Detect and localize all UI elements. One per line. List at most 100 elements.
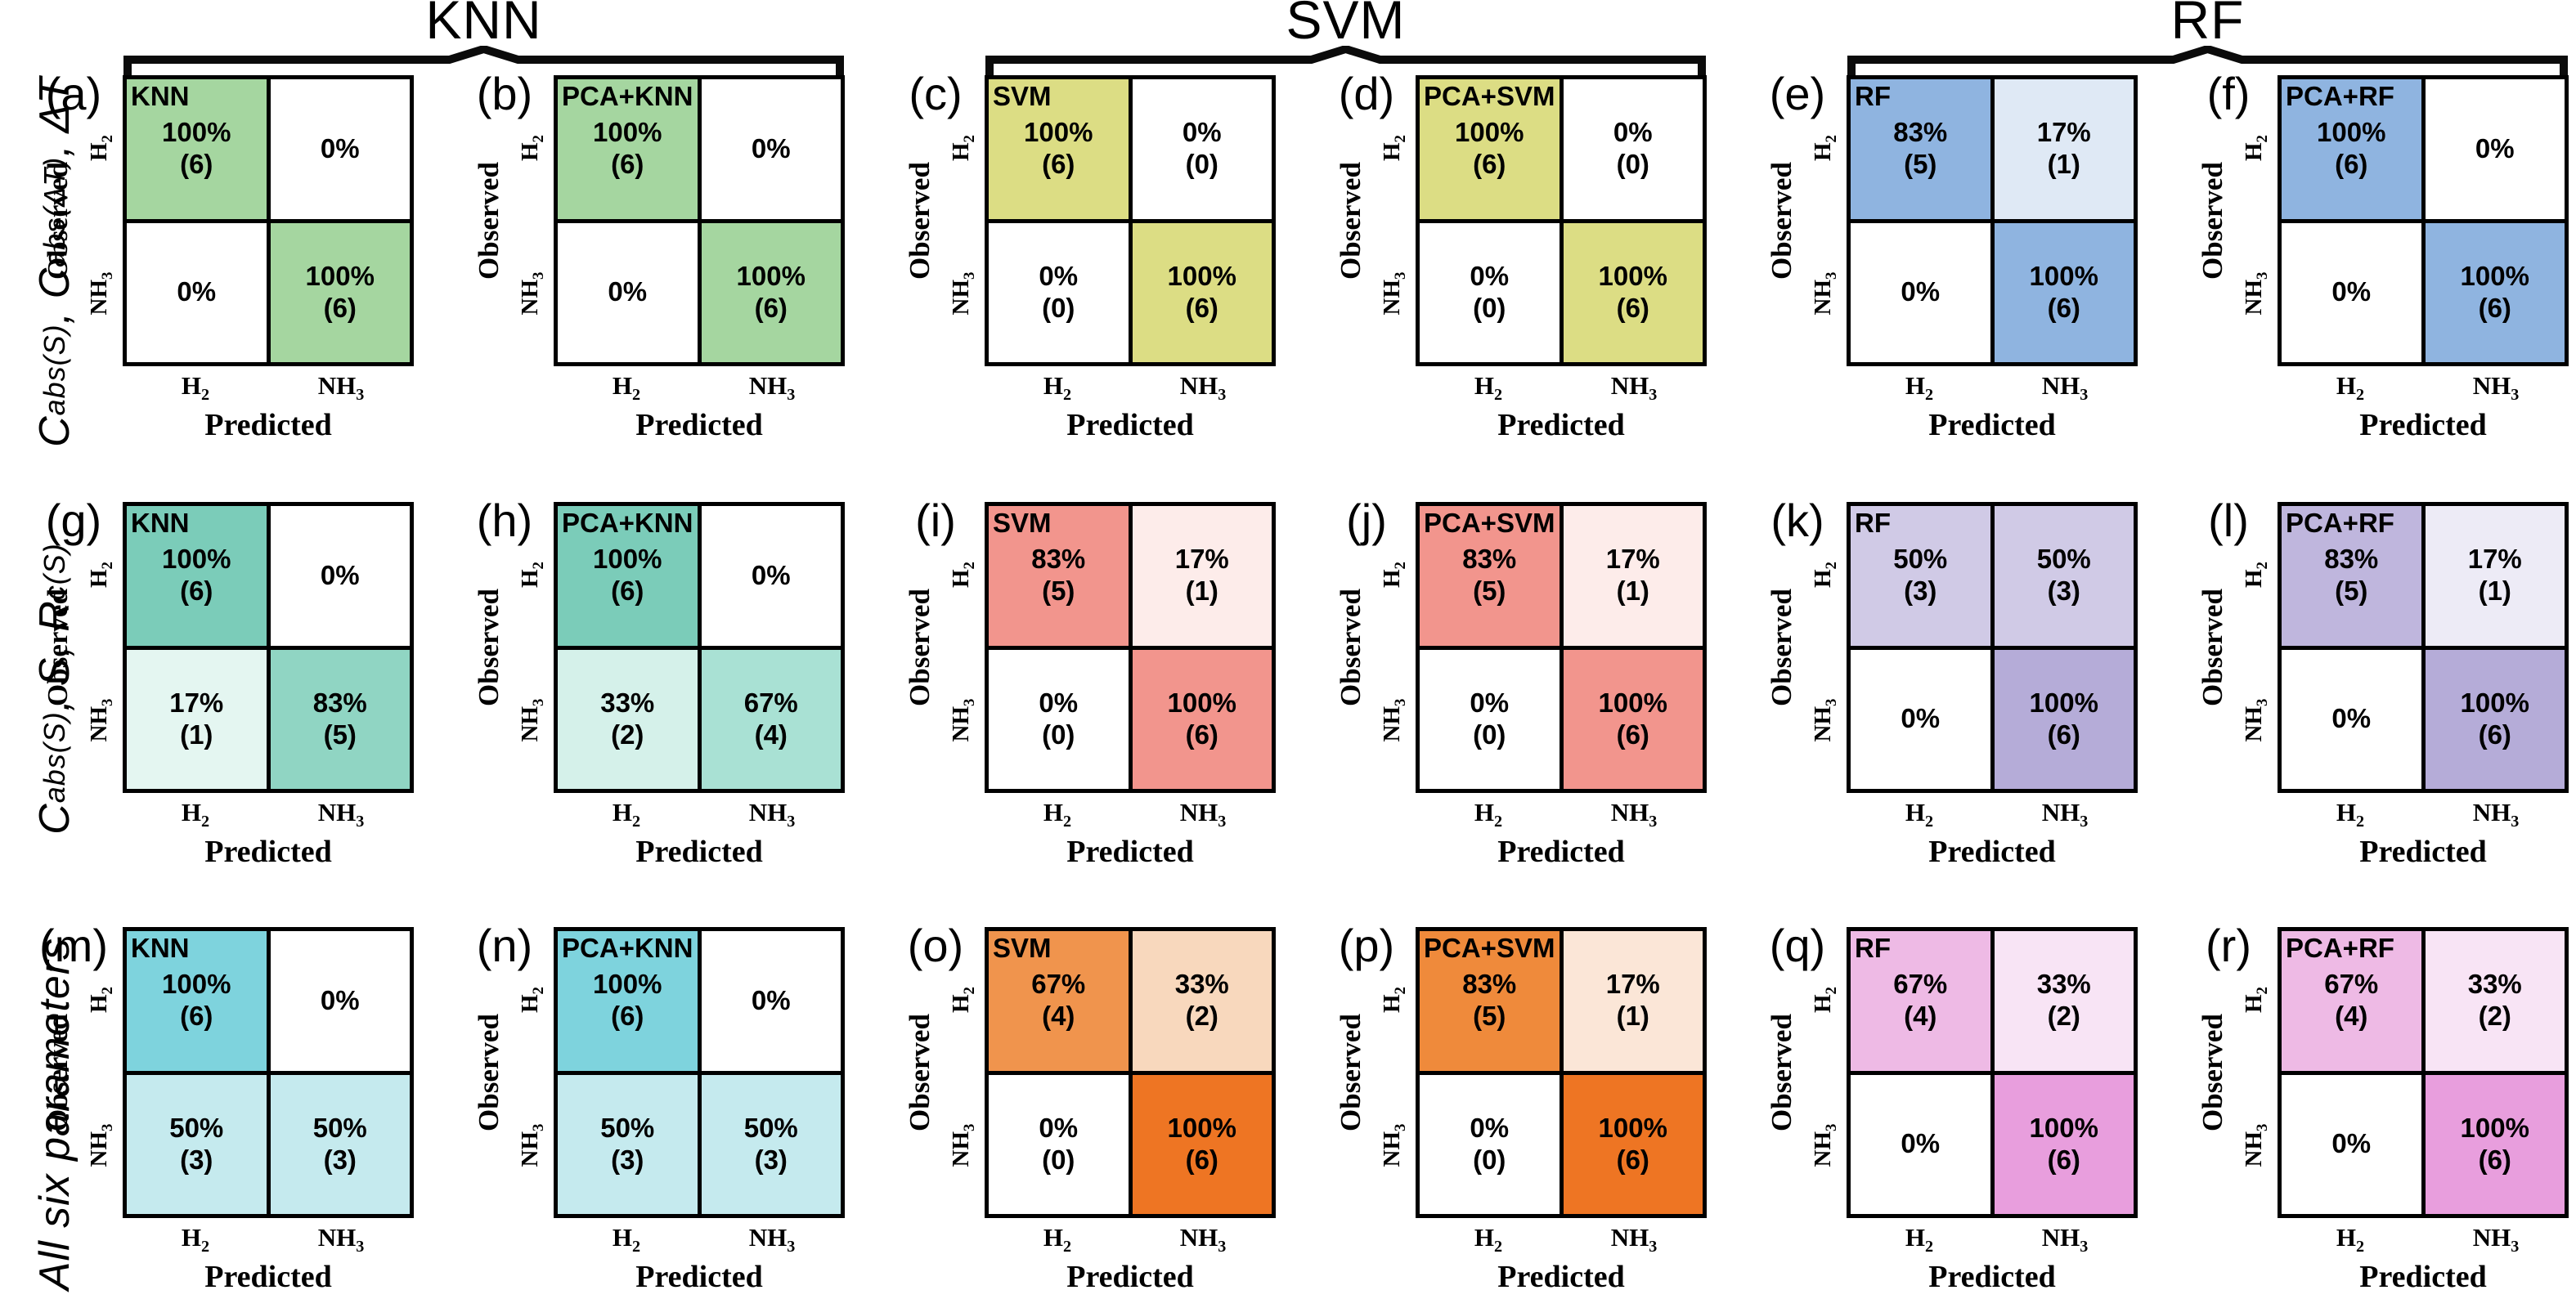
cell-percentage: 67% [2324, 969, 2379, 1000]
class-label-nh3: NH3 [2472, 1223, 2520, 1256]
predicted-tick-nh3: NH3 [699, 371, 845, 403]
cell-percentage: 0% [751, 559, 791, 590]
matrix-cell: 17% (1) [1563, 506, 1703, 646]
matrix-cell: 100% (6) [2425, 1074, 2565, 1214]
matrix-cell: 0% [2282, 1074, 2421, 1214]
cell-count: (0) [1616, 149, 1649, 180]
cell-percentage: 0% [1039, 260, 1079, 291]
predicted-tick-nh3: NH3 [699, 798, 845, 831]
observed-tick-h2: H2 [80, 502, 118, 647]
class-label-h2: H2 [1809, 562, 1840, 588]
predicted-tick-h2: H2 [1847, 798, 1992, 830]
matrix-cell: 100% (6) [989, 79, 1129, 219]
predicted-axis-label: Predicted [204, 408, 332, 442]
cell-percentage: 100% [2029, 687, 2098, 718]
predicted-tick-nh3: NH3 [1130, 798, 1276, 830]
cell-percentage: 33% [2036, 969, 2091, 1000]
predicted-axis-label: Predicted [1497, 835, 1625, 869]
cell-percentage: 100% [305, 260, 375, 291]
confusion-matrix-panel-m: 100% (6) 0% 50% (3) 50% (3) KNN (m) Observed H2 NH3… [39, 920, 414, 1294]
observed-axis-label: Observed [473, 1014, 505, 1131]
observed-tick-nh3: NH3 [1373, 1073, 1411, 1218]
matrix-cell: 100% (6) [2425, 649, 2565, 789]
predicted-axis-label: Predicted [204, 1260, 332, 1294]
confusion-matrix-panel-i: 83% (5) 17% (1) 0% (0) 100% (6) SVM (i) Observed H2… [904, 495, 1276, 869]
cell-percentage: 0% [751, 132, 791, 163]
confusion-matrix-panel-k: 50% (3) 50% (3) 0% 100% (6) RF (k) Observed H2 NH3 H… [1766, 495, 2138, 869]
predicted-ticks: H2 NH3 [554, 1223, 845, 1255]
cell-percentage: 100% [1167, 260, 1236, 291]
predicted-tick-nh3: NH3 [1561, 371, 1707, 403]
cell-count: (3) [1904, 576, 1937, 607]
cell-count: (0) [1042, 292, 1075, 323]
matrix-cell: 50% (3) [558, 1074, 698, 1214]
panel-letter: (g) [45, 495, 102, 546]
observed-axis-label: Observed [1766, 162, 1797, 280]
predicted-ticks: H2 NH3 [123, 371, 414, 405]
cell-percentage: 17% [1174, 544, 1229, 575]
class-label-h2: H2 [181, 371, 210, 405]
matrix-cell: 50% (3) [1994, 506, 2134, 646]
matrix-cell: 100% (6) [2282, 79, 2421, 219]
cell-percentage: 100% [1598, 687, 1667, 718]
cell-count: (0) [1473, 1144, 1506, 1175]
matrix-grid: 100% (6) 0% 0% 100% (6) [2278, 75, 2569, 366]
cell-count: (6) [1616, 292, 1649, 323]
observed-axis-label: Observed [904, 1014, 936, 1131]
predicted-ticks: H2 NH3 [1416, 1223, 1707, 1256]
predicted-ticks: H2 NH3 [985, 798, 1276, 830]
matrix-cell: 0% (0) [989, 1074, 1129, 1214]
predicted-tick-nh3: NH3 [268, 798, 414, 830]
matrix-cell: 100% (6) [1132, 222, 1272, 362]
matrix-cell: 0% (0) [1132, 79, 1272, 219]
predicted-ticks: H2 NH3 [1416, 798, 1707, 830]
panel-classifier-label: KNN [131, 81, 190, 111]
observed-tick-h2: H2 [942, 75, 980, 221]
class-label-nh3: NH3 [1610, 1223, 1658, 1256]
observed-tick-nh3: NH3 [1804, 1073, 1842, 1218]
observed-tick-h2: H2 [1373, 502, 1411, 647]
observed-axis-label: Observed [2197, 162, 2228, 280]
matrix-grid: 83% (5) 17% (1) 0% 100% (6) [1847, 75, 2138, 366]
cell-percentage: 100% [593, 969, 662, 1000]
matrix-cell: 0% [2282, 222, 2421, 362]
matrix-cell: 0% (0) [1563, 79, 1703, 219]
cell-percentage: 50% [600, 1112, 655, 1143]
matrix-cell: 0% [701, 931, 841, 1071]
predicted-tick-h2: H2 [123, 798, 268, 830]
cell-percentage: 100% [162, 544, 231, 575]
cell-percentage: 100% [1598, 260, 1667, 291]
matrix-cell: 17% (1) [1563, 931, 1703, 1071]
observed-axis-label: Observed [1766, 1014, 1797, 1131]
class-label-h2: H2 [1905, 1223, 1934, 1256]
group-brace-icon [985, 44, 1707, 83]
predicted-tick-h2: H2 [2278, 798, 2423, 830]
panel-letter: (o) [907, 920, 964, 971]
cell-count: (6) [2047, 1144, 2080, 1175]
observed-tick-h2: H2 [511, 927, 549, 1073]
matrix-grid: 50% (3) 50% (3) 0% 100% (6) [1847, 502, 2138, 793]
class-label-nh3: NH3 [2041, 798, 2089, 831]
class-label-nh3: NH3 [1809, 271, 1840, 316]
predicted-ticks: H2 NH3 [554, 798, 845, 831]
cell-percentage: 83% [1462, 544, 1517, 575]
predicted-ticks: H2 NH3 [1847, 1223, 2138, 1256]
cell-count: (6) [2335, 149, 2368, 180]
cell-percentage: 50% [312, 1112, 367, 1143]
matrix-cell: 100% (6) [1994, 222, 2134, 362]
cell-count: (6) [2047, 292, 2080, 323]
predicted-ticks: H2 NH3 [985, 1223, 1276, 1255]
predicted-tick-nh3: NH3 [699, 1223, 845, 1255]
cell-percentage: 0% [1901, 1128, 1941, 1159]
panel-letter: (l) [2208, 495, 2249, 546]
observed-tick-nh3: NH3 [1373, 221, 1411, 366]
cell-percentage: 0% [320, 559, 360, 590]
class-label-h2: H2 [85, 135, 116, 161]
panel-classifier-label: PCA+KNN [562, 508, 693, 538]
observed-axis-label: Observed [1335, 589, 1367, 706]
predicted-tick-h2: H2 [123, 371, 268, 405]
predicted-ticks: H2 NH3 [1847, 798, 2138, 831]
matrix-cell: 100% (6) [1563, 1074, 1703, 1214]
cell-count: (6) [611, 576, 644, 607]
class-label-nh3: NH3 [748, 798, 796, 831]
